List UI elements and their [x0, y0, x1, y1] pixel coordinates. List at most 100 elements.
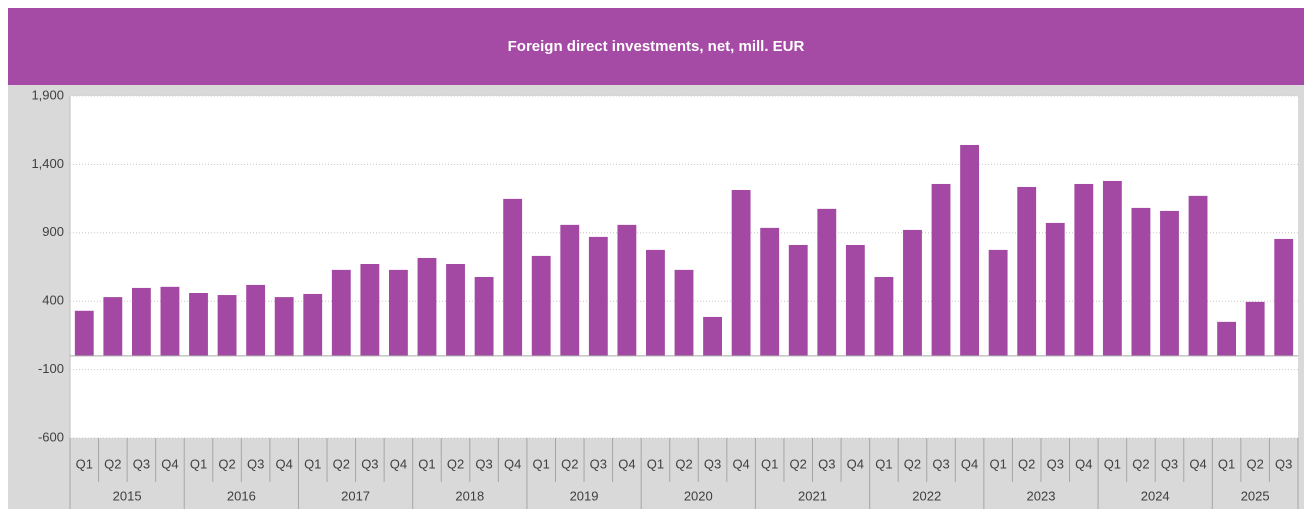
- x-tick-label: Q3: [1275, 456, 1292, 471]
- y-tick-label: -600: [38, 429, 64, 444]
- year-label: 2019: [570, 488, 599, 503]
- bar: [1045, 222, 1065, 356]
- x-tick-label: Q2: [104, 456, 121, 471]
- bar: [817, 208, 837, 356]
- bar: [131, 287, 151, 356]
- bar: [1160, 210, 1179, 356]
- x-tick-label: Q1: [76, 456, 93, 471]
- bar: [646, 249, 665, 356]
- bar: [703, 316, 722, 356]
- bar: [1017, 186, 1037, 356]
- bar: [531, 255, 551, 356]
- bar: [731, 189, 751, 356]
- x-tick-label: Q4: [732, 456, 749, 471]
- y-tick-label: 1,900: [31, 87, 64, 102]
- x-tick-label: Q3: [704, 456, 721, 471]
- x-tick-label: Q1: [875, 456, 892, 471]
- bar: [560, 224, 580, 356]
- bar: [360, 263, 380, 356]
- x-tick-label: Q3: [932, 456, 949, 471]
- x-tick-label: Q4: [618, 456, 635, 471]
- bar: [1131, 207, 1151, 356]
- bar: [1217, 321, 1237, 356]
- bar: [217, 295, 237, 356]
- bar: [1102, 180, 1122, 356]
- year-label: 2015: [113, 488, 142, 503]
- x-tick-label: Q3: [133, 456, 150, 471]
- x-tick-label: Q2: [1132, 456, 1149, 471]
- x-tick-label: Q2: [218, 456, 235, 471]
- bar: [903, 229, 922, 356]
- bar: [160, 286, 180, 356]
- year-label: 2023: [1027, 488, 1056, 503]
- bar: [417, 257, 437, 356]
- y-tick-label: -100: [38, 361, 64, 376]
- bar: [474, 276, 494, 356]
- x-tick-label: Q1: [533, 456, 550, 471]
- x-tick-label: Q2: [561, 456, 578, 471]
- bar: [588, 236, 608, 356]
- bar: [246, 284, 266, 356]
- bar: [331, 269, 351, 356]
- bar: [845, 244, 865, 356]
- year-label: 2021: [798, 488, 827, 503]
- x-tick-label: Q1: [418, 456, 435, 471]
- x-tick-label: Q4: [961, 456, 978, 471]
- header-band: [8, 8, 1304, 85]
- bar: [874, 276, 894, 356]
- x-tick-label: Q3: [1161, 456, 1178, 471]
- bar: [1274, 238, 1294, 356]
- year-label: 2020: [684, 488, 713, 503]
- x-tick-label: Q1: [989, 456, 1006, 471]
- x-tick-label: Q2: [790, 456, 807, 471]
- x-tick-label: Q3: [1047, 456, 1064, 471]
- plot-area: [70, 96, 1298, 438]
- bar: [674, 269, 694, 356]
- bar: [446, 263, 465, 356]
- bar: [617, 224, 637, 356]
- year-label: 2025: [1241, 488, 1270, 503]
- year-label: 2016: [227, 488, 256, 503]
- x-tick-label: Q1: [647, 456, 664, 471]
- x-tick-label: Q4: [161, 456, 178, 471]
- x-tick-label: Q1: [190, 456, 207, 471]
- bar: [303, 293, 323, 356]
- x-tick-label: Q3: [361, 456, 378, 471]
- y-tick-label: 1,400: [31, 156, 64, 171]
- bar: [74, 310, 94, 356]
- year-label: 2022: [912, 488, 941, 503]
- bar: [503, 198, 523, 356]
- x-tick-label: Q3: [475, 456, 492, 471]
- year-label: 2018: [455, 488, 484, 503]
- x-tick-label: Q2: [675, 456, 692, 471]
- year-label: 2024: [1141, 488, 1170, 503]
- bar: [103, 297, 123, 356]
- x-tick-label: Q4: [504, 456, 521, 471]
- bar: [931, 183, 951, 356]
- x-tick-label: Q3: [247, 456, 264, 471]
- bar: [388, 269, 408, 356]
- bar: [788, 244, 808, 356]
- x-tick-label: Q4: [1189, 456, 1206, 471]
- chart-title: Foreign direct investments, net, mill. E…: [508, 38, 805, 55]
- bar: [960, 144, 980, 356]
- x-tick-label: Q1: [1104, 456, 1121, 471]
- bar: [1074, 183, 1094, 356]
- x-tick-label: Q2: [1246, 456, 1263, 471]
- bar: [988, 249, 1008, 356]
- y-tick-label: 400: [42, 293, 64, 308]
- x-tick-label: Q2: [1018, 456, 1035, 471]
- x-tick-label: Q1: [1218, 456, 1235, 471]
- x-tick-label: Q4: [1075, 456, 1092, 471]
- y-tick-label: 900: [42, 224, 64, 239]
- x-tick-label: Q3: [590, 456, 607, 471]
- x-tick-label: Q2: [447, 456, 464, 471]
- x-tick-label: Q3: [818, 456, 835, 471]
- bar: [1245, 301, 1265, 356]
- x-tick-label: Q4: [390, 456, 407, 471]
- bar: [189, 292, 208, 356]
- x-tick-label: Q2: [904, 456, 921, 471]
- x-tick-label: Q4: [847, 456, 864, 471]
